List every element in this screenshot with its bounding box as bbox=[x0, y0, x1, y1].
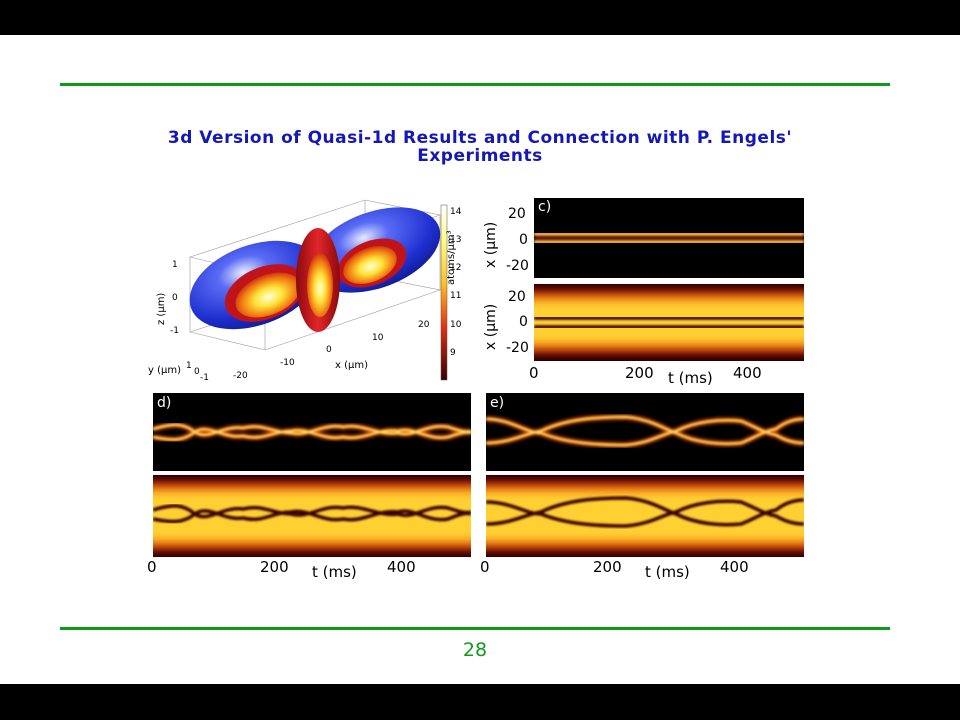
cut-left-inner bbox=[235, 272, 301, 318]
bottom-divider bbox=[60, 627, 890, 630]
x-tick: -10 bbox=[280, 358, 295, 368]
panel-e-label: e) bbox=[490, 395, 505, 411]
panel-e-xlabel: t (ms) bbox=[645, 563, 690, 581]
colorbar-tick: 12 bbox=[450, 263, 462, 273]
panel-d-xtick: 0 bbox=[147, 558, 157, 576]
x-tick: 0 bbox=[326, 345, 332, 355]
panel-c-top-ytick: 20 bbox=[508, 206, 526, 222]
top-divider bbox=[60, 83, 890, 86]
y-axis-label: y (μm) bbox=[148, 365, 182, 376]
colorbar-label: atoms/μm³ bbox=[446, 230, 457, 285]
panel-e-images bbox=[486, 393, 804, 557]
panel-c-xtick: 0 bbox=[529, 364, 539, 382]
z-tick: 0 bbox=[172, 293, 178, 303]
panel-c-xlabel: t (ms) bbox=[668, 369, 713, 387]
panel-c-bottom-ytick: -20 bbox=[506, 340, 529, 356]
z-tick: 1 bbox=[172, 260, 178, 270]
panel-e-bottom-trajectories bbox=[486, 496, 804, 528]
slide-title-line1: 3d Version of Quasi-1d Results and Conne… bbox=[167, 128, 793, 148]
x-tick: 10 bbox=[372, 333, 384, 343]
panel-c-bottom-trajectories bbox=[534, 316, 804, 329]
panel-d-xtick: 200 bbox=[260, 558, 289, 576]
panel-e-xtick: 200 bbox=[593, 558, 622, 576]
colorbar-tick: 10 bbox=[450, 320, 462, 330]
panel-c-images bbox=[534, 198, 804, 361]
z-axis-label: z (μm) bbox=[156, 292, 167, 325]
cut-right-inner bbox=[343, 246, 397, 284]
panel-d-xlabel: t (ms) bbox=[312, 563, 357, 581]
panel-d-bottom-trajectories bbox=[153, 504, 471, 524]
panel-d-label: d) bbox=[157, 395, 172, 411]
panel-c-label: c) bbox=[538, 199, 552, 215]
panel-c-xtick: 200 bbox=[625, 364, 654, 382]
colorbar bbox=[440, 204, 448, 381]
panel-c-top-ytick: -20 bbox=[506, 258, 529, 274]
y-tick: 0 bbox=[194, 367, 200, 377]
panel-3d: 14 13 12 11 10 9 atoms/μm³ 1 0 -1 z (μm)… bbox=[140, 195, 470, 390]
panel-c-bottom-ylabel: x (μm) bbox=[483, 303, 499, 350]
panel-e-xtick: 400 bbox=[720, 558, 749, 576]
panel-c-top-bg bbox=[534, 198, 804, 278]
z-tick: -1 bbox=[170, 326, 179, 336]
panel-c-top-ylabel: x (μm) bbox=[483, 221, 499, 268]
page-number: 28 bbox=[462, 639, 488, 661]
slide-title-line2: Experiments bbox=[417, 146, 543, 166]
panel-c-top-ytick: 0 bbox=[519, 232, 528, 248]
x-axis-label: x (μm) bbox=[335, 360, 369, 371]
colorbar-tick: 14 bbox=[450, 207, 462, 217]
panel-d-xtick: 400 bbox=[387, 558, 416, 576]
panel-c-bottom-ytick: 0 bbox=[519, 314, 528, 330]
panel-e-xtick: 0 bbox=[480, 558, 490, 576]
panel-c-xtick: 400 bbox=[733, 364, 762, 382]
panel-e-bottom-cloud bbox=[486, 481, 804, 551]
x-tick: -20 bbox=[233, 371, 248, 381]
x-tick: 20 bbox=[418, 320, 430, 330]
colorbar-tick: 13 bbox=[450, 235, 462, 245]
red-lobe-core bbox=[307, 253, 333, 317]
isosurface-plot bbox=[188, 199, 448, 381]
colorbar-tick: 9 bbox=[450, 348, 456, 358]
slide-title: 3d Version of Quasi-1d Results and Conne… bbox=[0, 129, 960, 165]
y-tick: -1 bbox=[200, 373, 209, 383]
panel-c-bottom-cloud bbox=[534, 290, 804, 354]
panel-d-images bbox=[153, 393, 471, 557]
colorbar-tick: 11 bbox=[450, 291, 462, 301]
y-tick: 1 bbox=[186, 361, 192, 371]
panel-c-bottom-ytick: 20 bbox=[508, 289, 526, 305]
